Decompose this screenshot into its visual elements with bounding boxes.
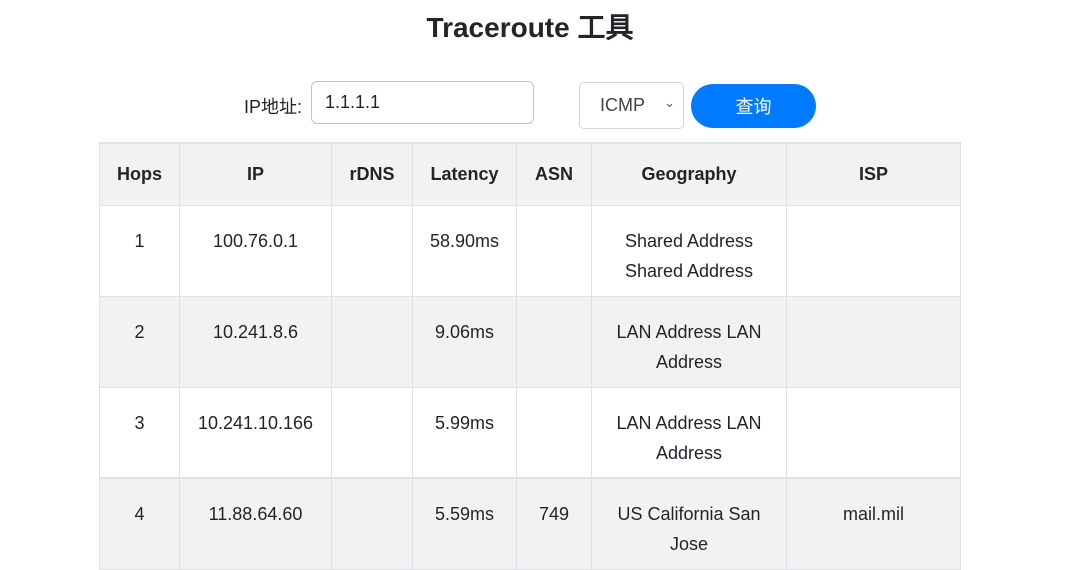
cell-geography: LAN Address LAN Address <box>591 295 787 388</box>
column-header-rdns: rDNS <box>331 142 413 206</box>
cell-ip: 11.88.64.60 <box>179 477 332 570</box>
cell-hops: 4 <box>99 477 180 570</box>
table-row: 2 10.241.8.6 9.06ms LAN Address LAN Address <box>99 295 961 388</box>
table-row: 1 100.76.0.1 58.90ms Shared Address Shared … <box>99 204 961 297</box>
column-header-latency: Latency <box>412 142 517 206</box>
cell-asn <box>516 386 592 479</box>
cell-geography: Shared Address Shared Address <box>591 204 787 297</box>
cell-isp <box>786 386 961 479</box>
cell-rdns <box>331 386 413 479</box>
cell-rdns <box>331 204 413 297</box>
column-header-hops: Hops <box>99 142 180 206</box>
cell-hops: 2 <box>99 295 180 388</box>
cell-latency: 58.90ms <box>412 204 517 297</box>
ip-label: IP地址: <box>244 97 303 117</box>
cell-ip: 100.76.0.1 <box>179 204 332 297</box>
table-row: 3 10.241.10.166 5.99ms LAN Address LAN Addr… <box>99 386 961 479</box>
cell-asn <box>516 204 592 297</box>
cell-isp <box>786 295 961 388</box>
column-header-asn: ASN <box>516 142 592 206</box>
cell-hops: 1 <box>99 204 180 297</box>
cell-latency: 5.99ms <box>412 386 517 479</box>
cell-geography: LAN Address LAN Address <box>591 386 787 479</box>
column-header-ip: IP <box>179 142 332 206</box>
table-row: 4 11.88.64.60 5.59ms 749 US California San J… <box>99 477 961 570</box>
cell-ip: 10.241.8.6 <box>179 295 332 388</box>
page-title: Traceroute 工具 <box>426 12 634 43</box>
cell-ip: 10.241.10.166 <box>179 386 332 479</box>
cell-hops: 3 <box>99 386 180 479</box>
cell-geography: US California San Jose <box>591 477 787 570</box>
cell-rdns <box>331 477 413 570</box>
query-form: IP地址: ICMP ⌄ 查询 <box>0 81 1084 129</box>
cell-latency: 5.59ms <box>412 477 517 570</box>
cell-isp: mail.mil <box>786 477 961 570</box>
traceroute-table: Hops IP rDNS Latency ASN Geography ISP 1 100.76… <box>99 142 961 570</box>
query-button[interactable]: 查询 <box>691 84 816 128</box>
cell-latency: 9.06ms <box>412 295 517 388</box>
cell-isp <box>786 204 961 297</box>
chevron-down-icon: ⌄ <box>664 95 675 110</box>
protocol-value: ICMP <box>600 95 645 115</box>
cell-rdns <box>331 295 413 388</box>
column-header-isp: ISP <box>786 142 961 206</box>
protocol-select[interactable]: ICMP ⌄ <box>579 82 684 129</box>
ip-input[interactable] <box>311 81 534 124</box>
cell-asn: 749 <box>516 477 592 570</box>
cell-asn <box>516 295 592 388</box>
column-header-geography: Geography <box>591 142 787 206</box>
